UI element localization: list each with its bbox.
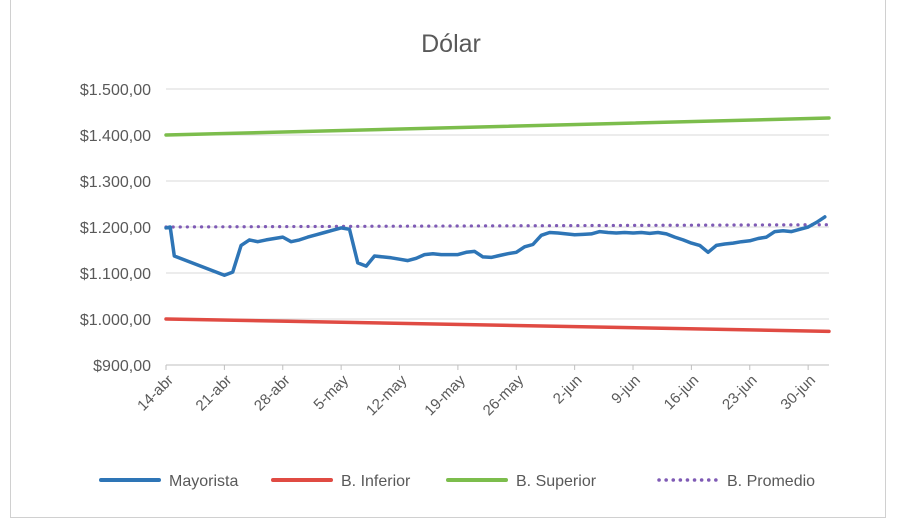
y-tick-label: $1.300,00 — [80, 174, 151, 191]
series-line-b-superior — [164, 116, 831, 137]
x-axis-ticks: 14-abr 21-abr 28-abr 5-may 12-may 19-may 26-ma… — [134, 365, 819, 419]
y-tick-label: $1.500,00 — [80, 82, 151, 99]
series-line-b-promedio — [164, 223, 831, 229]
gridlines — [166, 88, 829, 366]
y-tick-label: $1.000,00 — [80, 312, 151, 329]
legend: Mayorista B. Inferior B. Superior B. Promed… — [99, 473, 815, 490]
y-tick-label: $1.400,00 — [80, 128, 151, 145]
y-tick-label: $1.100,00 — [80, 266, 151, 283]
y-axis-ticks: $900,00 $1.000,00 $1.100,00 $1.200,00 $1.300… — [80, 82, 151, 375]
legend-label: B. Promedio — [727, 473, 815, 490]
x-tick-label: 30-jun — [777, 372, 819, 414]
x-tick-label: 9-jun — [608, 372, 644, 408]
series-line-mayorista — [164, 215, 827, 278]
x-tick-label: 16-jun — [661, 372, 703, 414]
x-tick-label: 23-jun — [719, 372, 761, 414]
y-tick-label: $900,00 — [93, 358, 151, 375]
series-line-b-inferior — [164, 317, 831, 334]
x-tick-label: 28-abr — [251, 372, 294, 415]
legend-label: Mayorista — [169, 473, 238, 490]
x-tick-label: 2-jun — [550, 372, 586, 408]
chart: Dólar $900,00 $1.000,00 $1.100,00 $1.200,00… — [80, 30, 831, 490]
x-tick-label: 19-may — [421, 371, 469, 419]
x-tick-label: 5-may — [310, 371, 352, 413]
legend-label: B. Inferior — [341, 473, 411, 490]
x-tick-label: 26-may — [480, 371, 528, 419]
y-tick-label: $1.200,00 — [80, 220, 151, 237]
chart-title: Dólar — [421, 30, 481, 58]
x-tick-label: 21-abr — [193, 372, 236, 415]
x-tick-label: 12-may — [363, 371, 411, 419]
legend-label: B. Superior — [516, 473, 597, 490]
x-tick-label: 14-abr — [134, 372, 177, 415]
series-lines — [164, 116, 831, 334]
chart-frame: Dólar $900,00 $1.000,00 $1.100,00 $1.200,00… — [10, 0, 886, 518]
